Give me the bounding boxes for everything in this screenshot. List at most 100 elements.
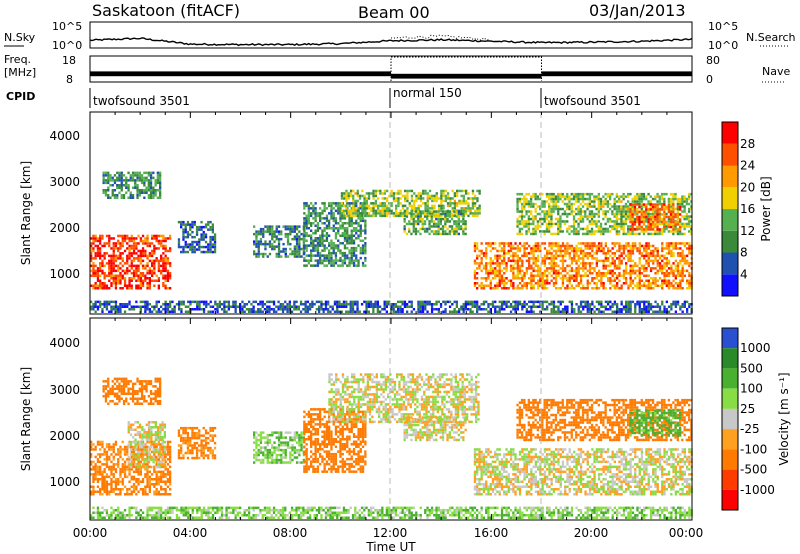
- power-cell: [446, 232, 449, 236]
- power-cell: [629, 279, 632, 282]
- power-cell: [348, 237, 351, 240]
- power-cell: [211, 235, 214, 239]
- power-cell: [343, 214, 346, 218]
- power-cell: [328, 204, 331, 208]
- power-cell: [319, 237, 322, 240]
- power-cell: [340, 197, 344, 200]
- power-cell: [159, 179, 162, 182]
- power-cell: [268, 227, 272, 231]
- power-cell: [656, 205, 659, 209]
- power-cell: [414, 230, 418, 233]
- power-cell: [674, 230, 677, 233]
- power-cell: [636, 274, 639, 277]
- power-cell: [570, 277, 574, 280]
- power-cell: [652, 254, 655, 258]
- power-cell: [394, 303, 398, 306]
- power-cell: [295, 305, 298, 308]
- power-cell: [151, 237, 154, 240]
- power-cell: [681, 222, 684, 226]
- power-cell: [424, 303, 427, 306]
- power-cell: [350, 261, 353, 265]
- power-cell: [660, 197, 664, 201]
- power-cell: [126, 305, 129, 308]
- power-cell: [661, 282, 664, 285]
- power-cell: [383, 197, 386, 200]
- power-cell: [223, 305, 226, 308]
- power-cell: [541, 305, 544, 308]
- power-cell: [349, 209, 353, 213]
- power-cell: [451, 310, 454, 313]
- power-cell: [421, 222, 424, 226]
- power-cell: [555, 254, 558, 258]
- power-cell: [130, 305, 133, 308]
- power-cell: [428, 300, 431, 304]
- power-cell: [561, 259, 565, 263]
- power-cell: [633, 217, 637, 221]
- power-cell: [252, 305, 255, 308]
- power-cell: [117, 277, 120, 280]
- power-cell: [449, 202, 452, 205]
- power-cell: [476, 300, 479, 304]
- power-cell: [642, 232, 646, 236]
- power-cell: [676, 252, 680, 255]
- power-cell: [357, 207, 360, 210]
- power-cell: [631, 217, 634, 221]
- power-cell: [686, 247, 689, 250]
- power-cell: [595, 257, 598, 260]
- power-cell: [688, 264, 691, 268]
- power-cell: [478, 249, 481, 253]
- power-cell: [516, 272, 519, 275]
- noise-top-tick: 10^5: [52, 20, 82, 33]
- power-cell: [341, 251, 344, 255]
- power-cell: [321, 202, 324, 205]
- power-cell: [214, 308, 217, 311]
- power-cell: [561, 192, 564, 196]
- power-cell: [157, 234, 160, 238]
- power-cell: [474, 197, 477, 200]
- power-cell: [257, 245, 260, 248]
- power-cell: [552, 200, 555, 203]
- power-cell: [561, 310, 565, 313]
- power-cell: [494, 287, 497, 290]
- power-cell: [291, 252, 294, 256]
- power-cell: [225, 300, 228, 304]
- power-cell: [543, 279, 547, 282]
- power-cell: [624, 205, 628, 208]
- power-cell: [658, 262, 662, 265]
- power-cell: [139, 310, 142, 313]
- power-cell: [489, 284, 492, 287]
- power-cell: [332, 251, 335, 255]
- power-cell: [363, 194, 366, 198]
- power-cell: [564, 287, 567, 290]
- power-cell: [449, 204, 452, 208]
- power-cell: [611, 310, 614, 313]
- power-cell: [275, 245, 278, 248]
- power-cell: [385, 303, 388, 306]
- power-cell: [631, 249, 635, 253]
- power-cell: [399, 209, 402, 213]
- power-cell: [259, 308, 262, 311]
- power-cell: [123, 239, 127, 243]
- power-cell: [557, 220, 560, 223]
- power-cell: [602, 252, 605, 255]
- power-cell: [660, 192, 664, 196]
- power-cell: [451, 202, 454, 205]
- power-cell: [634, 269, 637, 273]
- power-cell: [636, 218, 639, 221]
- power-cell: [672, 218, 675, 221]
- power-cell: [439, 220, 442, 223]
- power-cell: [305, 232, 308, 235]
- power-cell: [595, 195, 598, 198]
- power-cell: [295, 227, 299, 231]
- power-cell: [169, 272, 172, 275]
- power-cell: [352, 209, 355, 213]
- power-cell: [670, 242, 673, 245]
- power-cell: [609, 254, 612, 258]
- power-cell: [543, 257, 547, 260]
- power-cell: [640, 264, 644, 268]
- power-cell: [348, 219, 351, 223]
- power-cell: [530, 202, 533, 206]
- power-cell: [593, 267, 596, 270]
- power-cell: [570, 308, 574, 311]
- power-cell: [119, 242, 122, 245]
